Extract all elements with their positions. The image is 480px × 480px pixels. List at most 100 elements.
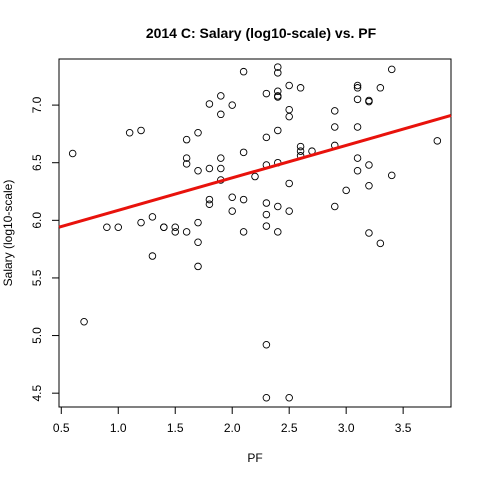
data-point <box>217 164 225 173</box>
data-point <box>228 207 236 215</box>
data-point <box>262 133 271 142</box>
y-axis: 4.5 5.0 5.5 6.0 6.5 7.0 <box>30 96 59 402</box>
x-axis-label: PF <box>247 451 262 465</box>
data-point <box>251 172 259 181</box>
data-point <box>217 110 225 119</box>
regression-line <box>58 114 452 229</box>
chart-title: 2014 C: Salary (log10-scale) vs. PF <box>146 25 377 41</box>
data-point <box>239 228 248 236</box>
data-point <box>137 218 145 227</box>
data-point <box>274 63 282 71</box>
data-point <box>433 137 442 145</box>
data-point <box>285 179 293 188</box>
data-point <box>137 126 145 135</box>
plot-area <box>58 58 452 408</box>
data-point <box>365 161 373 169</box>
data-point <box>274 87 282 96</box>
data-point <box>217 92 225 100</box>
data-point <box>387 171 396 180</box>
data-point <box>331 107 339 115</box>
data-point <box>171 223 179 231</box>
data-point <box>194 128 202 137</box>
data-point <box>376 84 385 92</box>
data-point <box>205 100 214 108</box>
data-point <box>239 67 248 76</box>
data-point <box>228 101 236 109</box>
data-point <box>239 195 248 204</box>
data-point <box>114 223 123 231</box>
y-tick-label: 7.0 <box>30 96 44 113</box>
data-point <box>103 223 111 231</box>
data-point <box>285 112 293 121</box>
data-point <box>285 207 293 215</box>
data-point <box>68 149 77 158</box>
y-tick-label: 5.5 <box>30 269 44 286</box>
data-point <box>205 200 214 208</box>
data-point <box>331 202 339 211</box>
data-point <box>365 97 373 106</box>
y-tick-label: 4.5 <box>30 385 44 402</box>
y-tick-label: 6.5 <box>30 154 44 171</box>
data-point <box>376 239 385 248</box>
data-point <box>353 84 362 92</box>
data-point <box>194 238 202 246</box>
data-point <box>182 135 191 144</box>
data-point <box>353 81 362 90</box>
data-point <box>148 213 157 221</box>
y-tick-label: 5.0 <box>30 327 44 344</box>
data-point <box>160 223 168 231</box>
y-axis-label: Salary (log10-scale) <box>1 180 15 287</box>
data-point <box>274 93 282 101</box>
data-point <box>262 222 271 230</box>
data-point <box>262 394 271 402</box>
data-points <box>68 63 442 402</box>
data-point <box>125 128 134 137</box>
data-point <box>274 126 282 135</box>
data-point <box>217 154 225 162</box>
data-point <box>182 160 191 168</box>
data-point <box>285 394 293 402</box>
data-point <box>205 164 214 173</box>
x-tick-label: 3.5 <box>395 421 412 435</box>
data-point <box>387 65 396 74</box>
data-point <box>365 182 373 190</box>
x-tick-label: 1.0 <box>110 421 127 435</box>
data-point <box>194 218 202 227</box>
data-point <box>182 154 191 162</box>
data-point <box>365 229 373 237</box>
data-point <box>148 252 157 260</box>
data-point <box>194 262 202 271</box>
x-tick-label: 3.0 <box>338 421 355 435</box>
x-axis: 0.5 1.0 1.5 2.0 2.5 3.0 3.5 <box>53 407 412 435</box>
data-point <box>262 199 271 207</box>
x-tick-label: 2.5 <box>281 421 298 435</box>
data-point <box>239 148 248 157</box>
x-tick-label: 1.5 <box>167 421 184 435</box>
data-point <box>274 228 282 236</box>
data-point <box>353 95 362 104</box>
data-point <box>194 167 202 175</box>
data-point <box>171 228 179 236</box>
data-point <box>80 317 88 326</box>
data-point <box>262 89 271 98</box>
data-point <box>262 210 271 219</box>
data-point <box>353 167 362 175</box>
data-point <box>331 123 339 131</box>
y-tick-label: 6.0 <box>30 212 44 229</box>
data-point <box>205 195 214 204</box>
data-point <box>228 193 236 202</box>
data-point <box>296 142 305 151</box>
data-point <box>274 69 282 77</box>
data-point <box>296 84 305 92</box>
x-tick-label: 0.5 <box>53 421 70 435</box>
data-point <box>342 186 350 195</box>
data-point <box>296 147 305 155</box>
data-point <box>285 81 293 90</box>
data-point <box>182 228 191 236</box>
data-point <box>353 123 362 131</box>
data-point <box>274 202 282 211</box>
x-tick-label: 2.0 <box>224 421 241 435</box>
data-point <box>353 154 362 162</box>
